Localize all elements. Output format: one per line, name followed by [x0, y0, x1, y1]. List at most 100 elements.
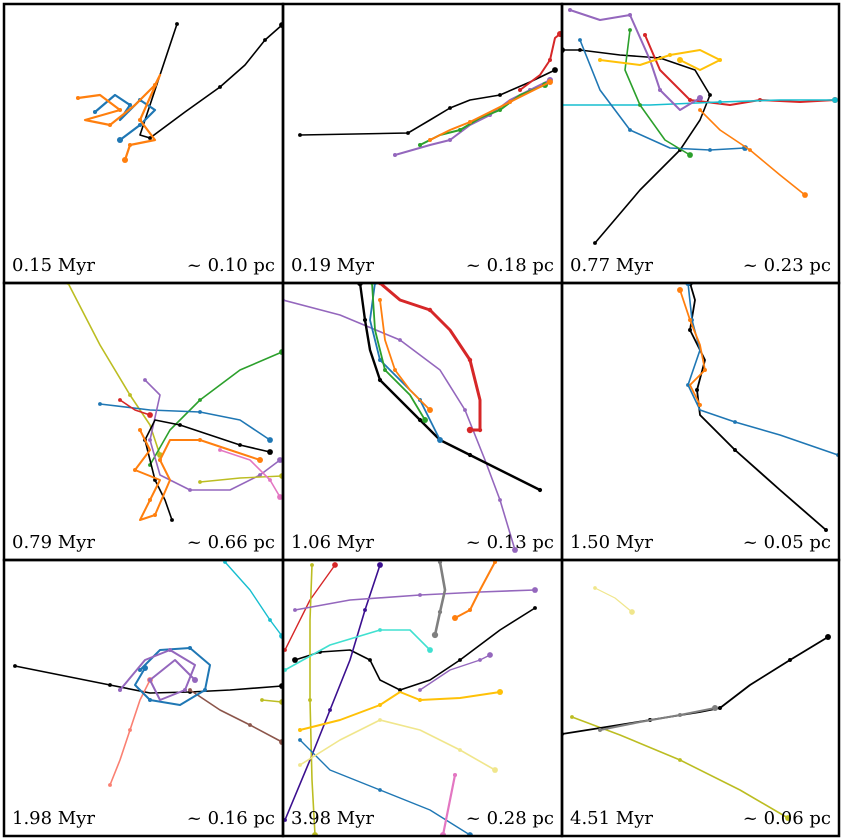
trajectory-marker [431, 631, 439, 639]
trajectory-marker [92, 109, 98, 115]
trajectory-marker [121, 156, 129, 164]
trajectory-marker [142, 665, 148, 671]
trajectory-marker [703, 368, 707, 372]
trajectory-marker [677, 57, 683, 63]
trajectory-black [689, 283, 827, 531]
panel-tracks [562, 586, 831, 821]
trajectory-marker [668, 53, 672, 57]
panel-tracks [75, 22, 283, 164]
trajectory-salmon [109, 679, 151, 786]
trajectory-black [139, 23, 283, 139]
trajectory-marker [378, 628, 382, 632]
panel-7: 1.98 Myr ~ 0.16 pc [2, 558, 285, 838]
trajectory-marker [437, 437, 443, 443]
trajectory-marker [458, 748, 462, 752]
trajectory-marker [238, 443, 242, 447]
trajectory-olive [199, 475, 283, 483]
trajectory-red [378, 283, 482, 432]
trajectory-navy [284, 564, 381, 821]
panel-2: 0.19 Myr ~ 0.18 pc [281, 2, 564, 285]
trajectory-marker [218, 448, 222, 452]
trajectory-purple [419, 654, 491, 691]
panel-scale-label: ~ 0.23 pc [743, 255, 831, 276]
trajectory-marker [547, 79, 553, 85]
trajectory-marker [467, 452, 473, 458]
trajectory-marker [383, 368, 387, 372]
trajectory-marker [785, 815, 791, 821]
panel-tracks [66, 283, 283, 522]
trajectory-marker [487, 652, 493, 658]
trajectory-marker [13, 664, 17, 668]
panel-scale-label: ~ 0.10 pc [187, 255, 275, 276]
trajectory-marker [148, 498, 152, 502]
trajectory-marker [263, 38, 267, 42]
trajectory-marker [448, 138, 452, 142]
panel-tracks [13, 560, 283, 787]
panel-frame [281, 558, 564, 838]
trajectory-marker [258, 473, 262, 477]
trajectory-marker [568, 8, 572, 12]
panel-time-label: 1.50 Myr [570, 532, 653, 553]
trajectory-marker [118, 398, 122, 402]
trajectory-marker [593, 586, 597, 590]
trajectory-marker [418, 143, 422, 147]
panel-time-label: 0.79 Myr [12, 532, 95, 553]
trajectory-olive [261, 699, 283, 703]
trajectory-marker [188, 488, 192, 492]
trajectory-marker [138, 668, 142, 672]
panel-scale-label: ~ 0.18 pc [466, 255, 554, 276]
panel-time-label: 0.77 Myr [570, 255, 653, 276]
panel-time-label: 1.06 Myr [291, 532, 374, 553]
trajectory-red [519, 33, 561, 91]
trajectory-marker [98, 402, 102, 406]
trajectory-marker [148, 678, 152, 682]
trajectory-marker [168, 648, 172, 652]
trajectory-marker [298, 738, 302, 742]
trajectory-marker [688, 98, 692, 102]
trajectory-marker [127, 142, 133, 148]
panel-8: 3.98 Myr ~ 0.28 pc [281, 558, 564, 838]
trajectory-marker [467, 357, 473, 363]
panel-frame [2, 2, 285, 285]
trajectory-marker [463, 408, 467, 412]
trajectory-marker [418, 593, 422, 597]
trajectory-blue [93, 93, 157, 142]
trajectory-marker [378, 788, 382, 792]
panel-6: 1.50 Myr ~ 0.05 pc [560, 281, 841, 562]
trajectory-marker [678, 758, 682, 762]
trajectory-purple [283, 299, 516, 551]
trajectory-marker [108, 683, 112, 687]
trajectory-marker [718, 100, 722, 104]
trajectory-marker [628, 28, 632, 32]
panel-frame [2, 558, 285, 838]
panel-frame [560, 281, 841, 562]
trajectory-marker [116, 136, 124, 144]
trajectory-marker [629, 609, 635, 615]
trajectory-marker [418, 688, 422, 692]
trajectory-green [149, 351, 283, 466]
trajectory-blue [687, 283, 839, 456]
trajectory-marker [427, 647, 433, 653]
trajectory-marker [117, 107, 123, 113]
trajectory-marker [498, 93, 502, 97]
trajectory-marker [127, 102, 133, 108]
trajectory-marker [198, 438, 202, 442]
trajectory-marker [267, 437, 273, 443]
trajectory-marker [257, 457, 263, 463]
trajectory-marker [406, 131, 410, 135]
trajectory-marker [248, 723, 252, 727]
trajectory-marker [277, 457, 283, 463]
trajectory-yellow_light [299, 719, 496, 771]
trajectory-marker [466, 426, 474, 434]
panel-scale-label: ~ 0.66 pc [187, 532, 275, 553]
trajectory-marker [512, 547, 518, 553]
trajectory-marker [188, 688, 192, 692]
trajectory-marker [458, 658, 462, 662]
trajectory-orange [679, 289, 706, 406]
trajectory-marker [298, 763, 302, 767]
trajectory-marker [570, 715, 574, 719]
trajectory-marker [378, 298, 382, 302]
trajectory-marker [468, 608, 472, 612]
trajectory-marker [137, 117, 143, 123]
